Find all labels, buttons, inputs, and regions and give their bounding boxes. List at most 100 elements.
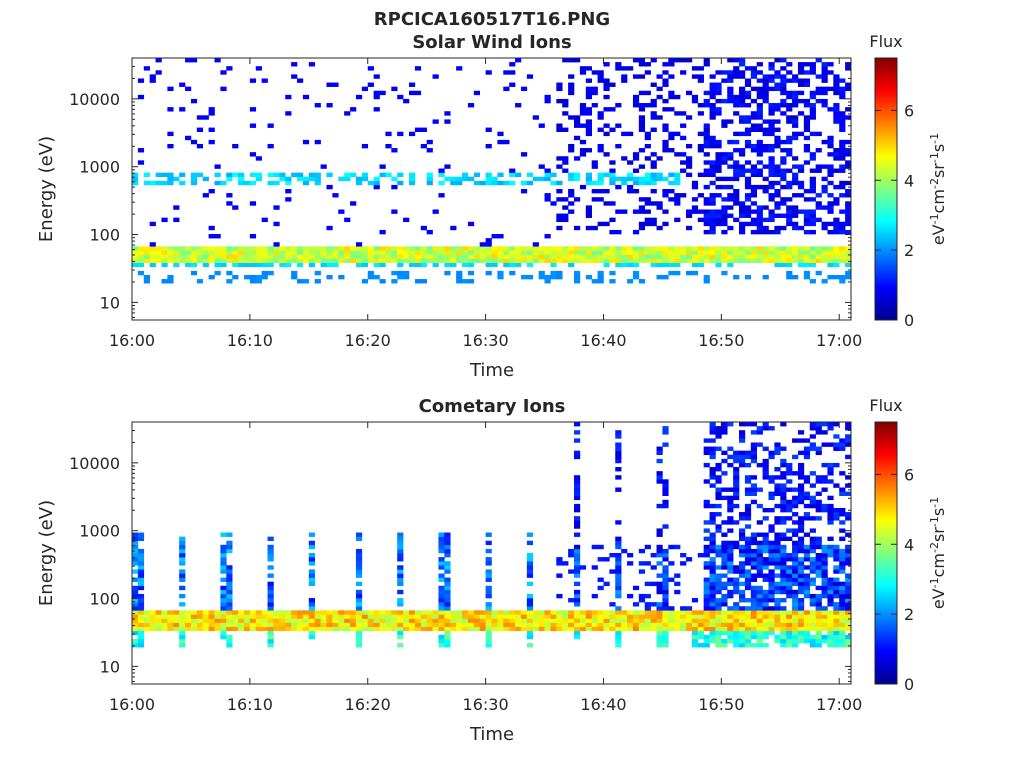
heatmap-cell xyxy=(520,152,528,157)
heatmap-cell xyxy=(680,123,687,128)
heatmap-cell xyxy=(774,618,781,623)
heatmap-cell xyxy=(750,123,757,128)
heatmap-cell xyxy=(220,602,227,607)
heatmap-cell xyxy=(833,86,840,92)
heatmap-cell xyxy=(173,250,180,255)
heatmap-cell xyxy=(167,180,174,186)
heatmap-cell xyxy=(173,626,180,632)
heatmap-cell xyxy=(656,638,663,644)
heatmap-cell xyxy=(408,610,416,615)
heatmap-cell xyxy=(644,544,651,550)
heatmap-cell xyxy=(568,258,575,263)
heatmap-cell xyxy=(137,634,145,640)
heatmap-cell xyxy=(632,618,640,623)
heatmap-cell xyxy=(727,156,734,161)
heatmap-cell xyxy=(709,589,716,595)
heatmap-cell xyxy=(762,143,769,149)
heatmap-cell xyxy=(739,643,746,648)
heatmap-cell xyxy=(668,614,675,619)
heatmap-cell xyxy=(750,553,757,558)
heatmap-cell xyxy=(579,70,587,75)
heatmap-cell xyxy=(815,634,822,640)
heatmap-cell xyxy=(786,148,793,153)
heatmap-cell xyxy=(638,107,646,112)
heatmap-cell xyxy=(226,577,233,582)
heatmap-cell xyxy=(756,462,763,468)
heatmap-cell xyxy=(662,107,669,112)
heatmap-cell xyxy=(774,622,781,627)
heatmap-cell xyxy=(379,262,386,268)
heatmap-cell xyxy=(579,148,587,153)
heatmap-cell xyxy=(727,262,734,268)
heatmap-cell xyxy=(644,131,651,137)
heatmap-cell xyxy=(709,532,716,537)
heatmap-cell xyxy=(397,262,404,268)
heatmap-cell xyxy=(238,614,245,619)
heatmap-cell xyxy=(579,565,587,570)
heatmap-cell xyxy=(532,626,539,632)
heatmap-cell xyxy=(632,614,640,619)
heatmap-cell xyxy=(574,544,581,550)
heatmap-cell xyxy=(267,548,274,554)
heatmap-cell xyxy=(733,197,740,202)
heatmap-cell xyxy=(615,638,622,644)
heatmap-cell xyxy=(803,565,811,570)
heatmap-cell xyxy=(562,213,569,218)
heatmap-cell xyxy=(668,246,675,251)
heatmap-cell xyxy=(403,618,410,623)
heatmap-cell xyxy=(721,561,728,566)
heatmap-cell xyxy=(750,193,757,198)
heatmap-cell xyxy=(809,209,816,214)
heatmap-cell xyxy=(768,622,775,627)
heatmap-cell xyxy=(839,561,846,566)
heatmap-cell xyxy=(750,143,757,149)
heatmap-cell xyxy=(220,606,227,611)
heatmap-cell xyxy=(668,544,675,550)
heatmap-cell xyxy=(220,630,227,636)
heatmap-cell xyxy=(650,262,657,268)
heatmap-cell xyxy=(744,66,752,71)
heatmap-cell xyxy=(709,585,716,591)
heatmap-cell xyxy=(674,262,681,268)
heatmap-cell xyxy=(703,254,710,259)
heatmap-cell xyxy=(591,593,598,599)
heatmap-cell xyxy=(709,135,716,141)
heatmap-cell xyxy=(273,614,280,619)
heatmap-cell xyxy=(703,589,710,595)
heatmap-cell xyxy=(155,180,162,186)
heatmap-cell xyxy=(803,544,811,550)
heatmap-cell xyxy=(733,103,740,108)
heatmap-cell xyxy=(739,168,746,173)
heatmap-cell xyxy=(208,626,215,632)
heatmap-cell xyxy=(420,258,427,263)
heatmap-cell xyxy=(385,618,392,623)
plot-frame-cometary xyxy=(131,421,852,685)
heatmap-cell xyxy=(226,258,233,263)
heatmap-cell xyxy=(768,180,775,186)
heatmap-cell xyxy=(685,622,693,627)
heatmap-cell xyxy=(721,250,728,255)
heatmap-cell xyxy=(491,180,498,186)
heatmap-cell xyxy=(715,622,722,627)
heatmap-cell xyxy=(438,643,445,648)
heatmap-cell xyxy=(797,581,805,587)
heatmap-cell xyxy=(243,622,251,627)
heatmap-cell xyxy=(391,279,398,284)
heatmap-cell xyxy=(727,78,734,83)
heatmap-cell xyxy=(444,630,451,636)
heatmap-cell xyxy=(756,250,763,255)
heatmap-cell xyxy=(267,557,274,562)
heatmap-cell xyxy=(821,626,828,632)
heatmap-cell xyxy=(556,246,563,251)
heatmap-cell xyxy=(308,246,315,251)
heatmap-cell xyxy=(161,279,168,284)
heatmap-cell xyxy=(821,557,828,562)
heatmap-cell xyxy=(373,250,380,255)
heatmap-cell xyxy=(556,254,563,259)
heatmap-cell xyxy=(326,246,333,251)
heatmap-cell xyxy=(845,66,852,71)
heatmap-cell xyxy=(780,610,787,615)
heatmap-cell xyxy=(797,70,805,75)
heatmap-cell xyxy=(591,254,598,259)
heatmap-cell xyxy=(137,610,145,615)
